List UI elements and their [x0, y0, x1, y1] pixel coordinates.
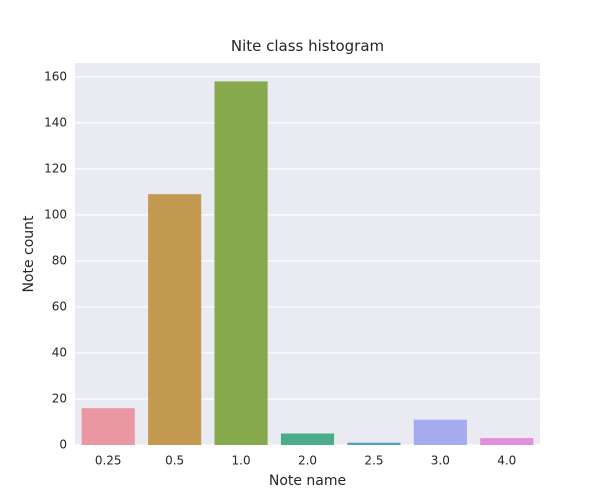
- y-axis-ticks: 0 20 40 60 80 100 120 140 160: [44, 69, 67, 451]
- x-axis-ticks: 0.25 0.5 1.0 2.0 2.5 3.0 4.0: [95, 454, 516, 468]
- x-tick-label: 2.5: [364, 454, 383, 468]
- y-tick-label: 20: [52, 391, 67, 405]
- y-tick-label: 80: [52, 253, 67, 267]
- bar-2.0: [280, 433, 335, 445]
- bar-0.5: [148, 194, 202, 445]
- y-tick-label: 100: [44, 207, 67, 221]
- bar-0.25: [81, 408, 135, 445]
- bar-3.0: [413, 419, 467, 445]
- x-axis-label: Note name: [269, 473, 346, 489]
- x-tick-label: 0.5: [165, 454, 184, 468]
- y-tick-label: 0: [59, 438, 67, 452]
- chart-title: Nite class histogram: [231, 37, 384, 55]
- x-tick-label: 1.0: [232, 454, 251, 468]
- y-tick-label: 140: [44, 115, 67, 129]
- x-tick-label: 2.0: [298, 454, 317, 468]
- y-axis-label: Note count: [21, 215, 37, 293]
- y-tick-label: 40: [52, 345, 67, 359]
- y-tick-label: 160: [44, 69, 67, 83]
- bar-2.5: [347, 442, 401, 445]
- bar-1.0: [214, 81, 268, 445]
- x-tick-label: 4.0: [497, 454, 516, 468]
- x-tick-label: 0.25: [95, 454, 122, 468]
- bar-4.0: [480, 438, 534, 445]
- y-tick-label: 120: [44, 161, 67, 175]
- bars: [81, 81, 534, 445]
- plot-background: [75, 63, 540, 445]
- x-tick-label: 3.0: [431, 454, 450, 468]
- y-tick-label: 60: [52, 299, 67, 313]
